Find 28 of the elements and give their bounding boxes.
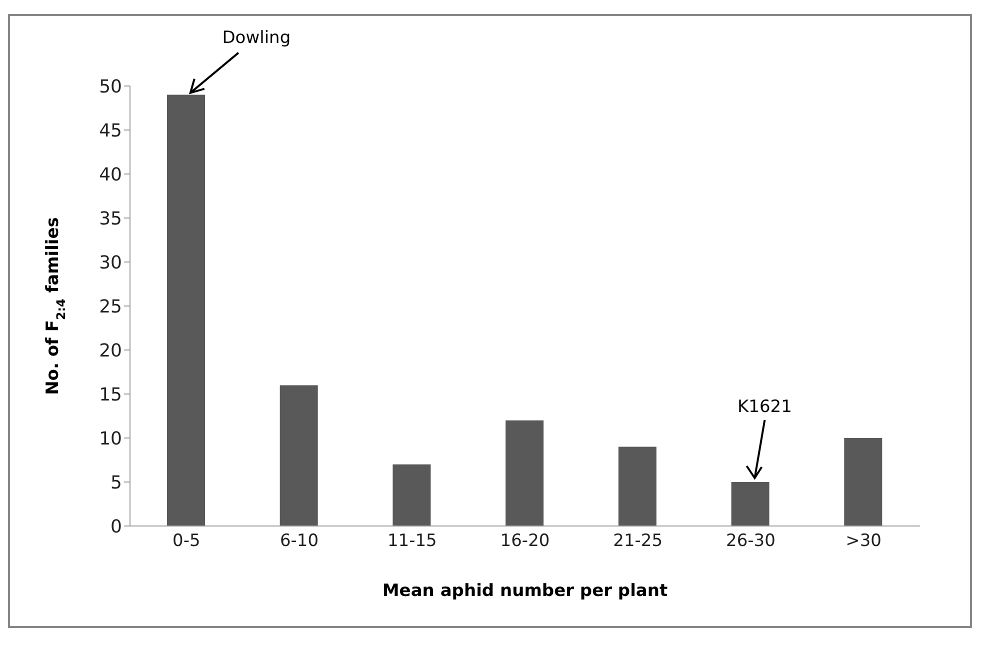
x-tick-label: 0-5 bbox=[172, 531, 200, 552]
x-tick-label: 6-10 bbox=[280, 531, 319, 552]
y-tick-label: 45 bbox=[99, 120, 122, 142]
y-tick-label: 5 bbox=[110, 472, 122, 494]
bar bbox=[506, 420, 544, 526]
bar bbox=[844, 438, 882, 526]
bar bbox=[167, 94, 205, 526]
x-tick-label: 26-30 bbox=[726, 531, 776, 552]
x-axis-title: Mean aphid number per plant bbox=[382, 581, 668, 601]
x-tick-label: >30 bbox=[846, 531, 882, 552]
y-tick-label: 15 bbox=[99, 384, 122, 406]
bar bbox=[618, 446, 656, 526]
y-tick-label: 35 bbox=[99, 208, 122, 230]
y-tick-label: 40 bbox=[99, 164, 122, 186]
y-tick-label: 10 bbox=[99, 428, 122, 450]
bar bbox=[731, 482, 770, 526]
x-tick-label: 11-15 bbox=[387, 531, 437, 552]
x-tick-label: 21-25 bbox=[613, 531, 663, 552]
y-tick-label: 50 bbox=[99, 76, 122, 98]
y-tick-label: 0 bbox=[110, 516, 122, 538]
y-tick-label: 25 bbox=[99, 296, 122, 318]
y-tick-label: 30 bbox=[99, 252, 122, 274]
annotation: K1621 bbox=[738, 397, 792, 417]
x-tick-label: 16-20 bbox=[500, 531, 550, 552]
y-tick-label: 20 bbox=[99, 340, 122, 362]
bar bbox=[280, 385, 318, 526]
annotation: Dowling bbox=[222, 28, 291, 48]
bar bbox=[392, 464, 431, 526]
